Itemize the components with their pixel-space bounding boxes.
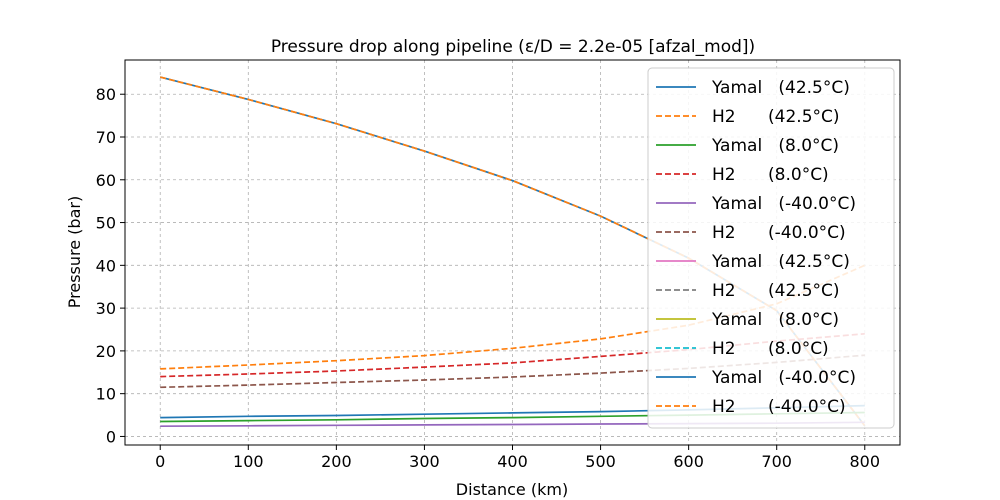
x-tick-label: 500 [585, 452, 616, 471]
y-tick-label: 40 [96, 256, 116, 275]
legend-label: Yamal (-40.0°C) [711, 194, 856, 214]
legend-label: H2 (-40.0°C) [712, 397, 846, 417]
legend-label: H2 (8.0°C) [712, 165, 829, 185]
x-tick-label: 100 [233, 452, 264, 471]
x-axis-label: Distance (km) [456, 480, 568, 499]
legend-box [647, 67, 895, 429]
legend-label: Yamal (-40.0°C) [711, 368, 856, 388]
y-tick-label: 10 [96, 385, 116, 404]
legend-label: H2 (8.0°C) [712, 339, 829, 359]
series-line-1 [159, 76, 866, 427]
x-tick-label: 600 [673, 452, 704, 471]
y-axis-label: Pressure (bar) [65, 196, 84, 308]
legend-label: Yamal (42.5°C) [711, 78, 850, 98]
y-tick-label: 80 [96, 85, 116, 104]
y-tick-label: 70 [96, 128, 116, 147]
legend-label: H2 (42.5°C) [712, 107, 840, 127]
x-tick-label: 700 [761, 452, 792, 471]
y-tick-label: 0 [106, 427, 116, 446]
legend-label: Yamal (42.5°C) [711, 252, 850, 272]
y-tick-label: 60 [96, 171, 116, 190]
chart-title: Pressure drop along pipeline (ε/D = 2.2e… [271, 37, 755, 57]
tick-layer: 0 100 200 300 400 500 600 700 800 0 10 20 30 40 50 60 70… [96, 85, 880, 471]
y-tick-label: 50 [96, 214, 116, 233]
x-tick-label: 800 [849, 452, 880, 471]
x-tick-label: 300 [409, 452, 440, 471]
legend-label: Yamal (8.0°C) [711, 310, 839, 330]
y-tick-label: 20 [96, 342, 116, 361]
x-tick-label: 0 [155, 452, 165, 471]
legend: Yamal (42.5°C) H2 (42.5°C) Yamal (8.0°C) H2… [647, 67, 895, 429]
legend-label: H2 (-40.0°C) [712, 223, 846, 243]
x-tick-label: 200 [321, 452, 352, 471]
series-line-11 [160, 264, 866, 370]
x-tick-label: 400 [497, 452, 528, 471]
legend-label: H2 (42.5°C) [712, 281, 840, 301]
y-tick-label: 30 [96, 299, 116, 318]
legend-label: Yamal (8.0°C) [711, 136, 839, 156]
